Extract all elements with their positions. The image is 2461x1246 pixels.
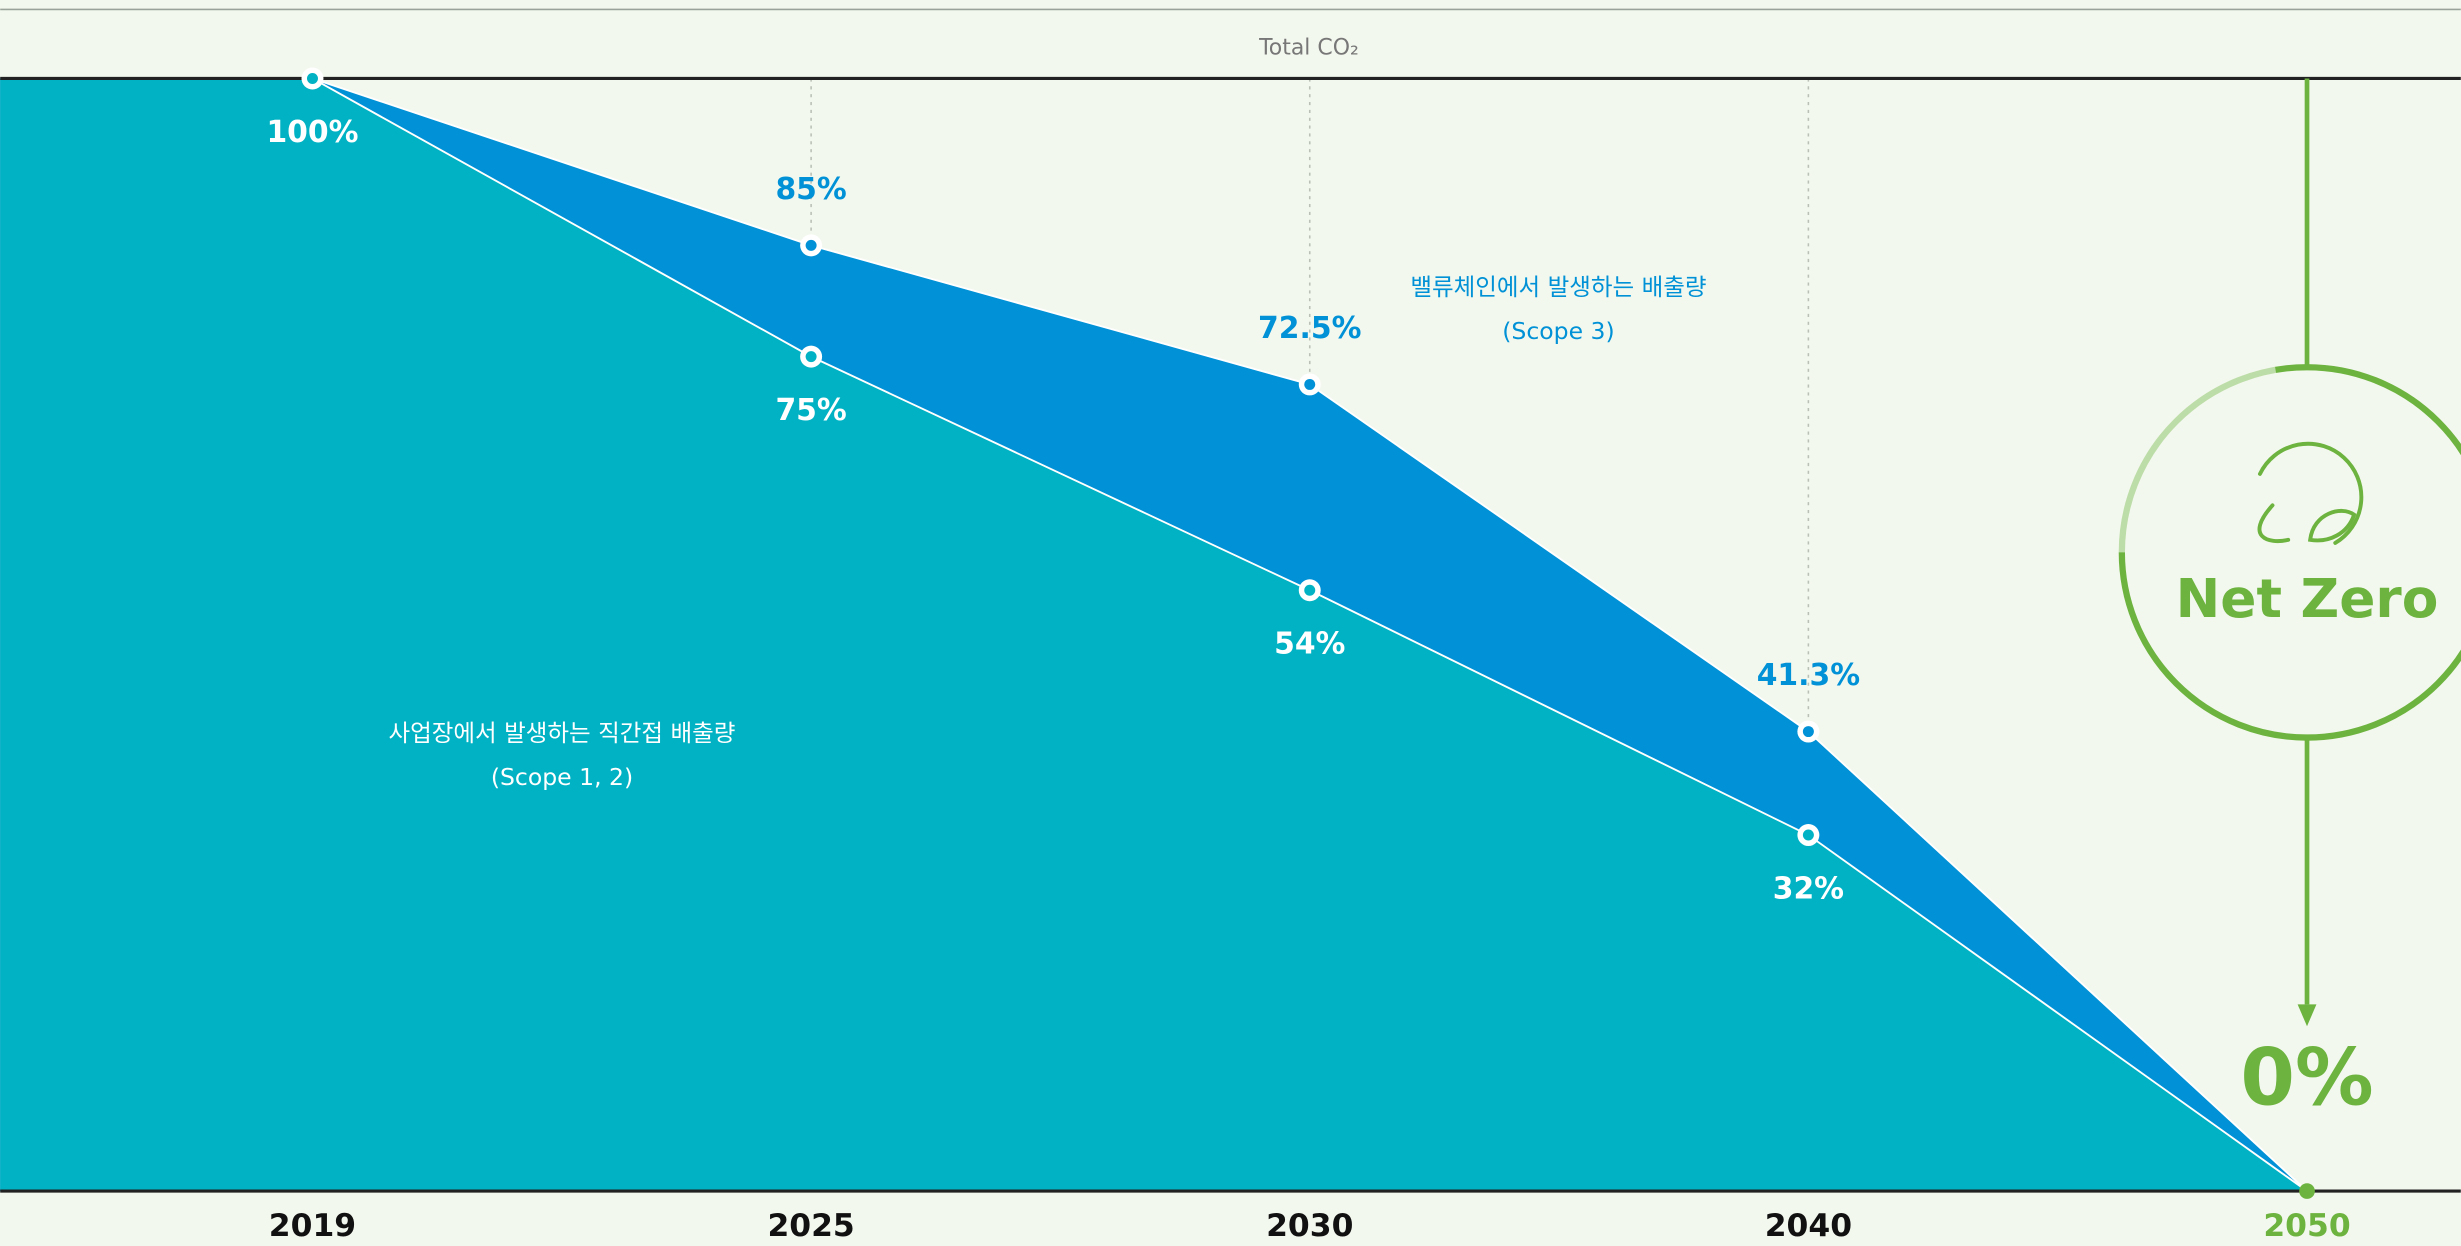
x-tick-label: 2030 xyxy=(1266,1208,1353,1244)
chart-title: Total CO₂ xyxy=(1258,36,1359,61)
series-scope: (Scope 3) xyxy=(1502,317,1614,345)
point-core xyxy=(1304,584,1316,596)
value-label-target: 0% xyxy=(2240,1031,2373,1123)
x-tick-label: 2040 xyxy=(1765,1208,1852,1244)
value-label: 54% xyxy=(1274,627,1345,662)
value-label: 75% xyxy=(775,393,846,428)
x-tick-label: 2050 xyxy=(2263,1208,2350,1244)
co2-icon xyxy=(2257,441,2364,545)
badge xyxy=(2118,364,2461,741)
value-label: 72.5% xyxy=(1258,311,1361,346)
point-core xyxy=(805,239,817,251)
point-core xyxy=(1304,378,1316,390)
icon-arc xyxy=(2257,441,2364,545)
point-core xyxy=(306,72,318,84)
x-tick-label: 2019 xyxy=(269,1208,356,1244)
point xyxy=(2299,1183,2315,1199)
series-scope: (Scope 1, 2) xyxy=(491,763,633,791)
badge-title: Net Zero xyxy=(2176,567,2439,630)
value-label: 32% xyxy=(1773,871,1844,906)
arrow-head xyxy=(2297,1004,2317,1027)
icon-leaf xyxy=(2257,503,2291,544)
x-tick-label: 2025 xyxy=(767,1208,854,1244)
point-core xyxy=(1802,726,1814,738)
point-core xyxy=(1802,829,1814,841)
value-label: 85% xyxy=(775,172,846,207)
badge-fade xyxy=(2117,366,2277,553)
point-core xyxy=(805,351,817,363)
series-label: 사업장에서 발생하는 직간접 배출량 xyxy=(389,719,736,747)
series-label: 밸류체인에서 발생하는 배출량 xyxy=(1410,273,1706,301)
value-label: 100% xyxy=(266,115,358,150)
area-scope12 xyxy=(0,78,2308,1192)
value-label: 41.3% xyxy=(1757,658,1860,693)
icon-leaf2 xyxy=(2307,509,2357,543)
